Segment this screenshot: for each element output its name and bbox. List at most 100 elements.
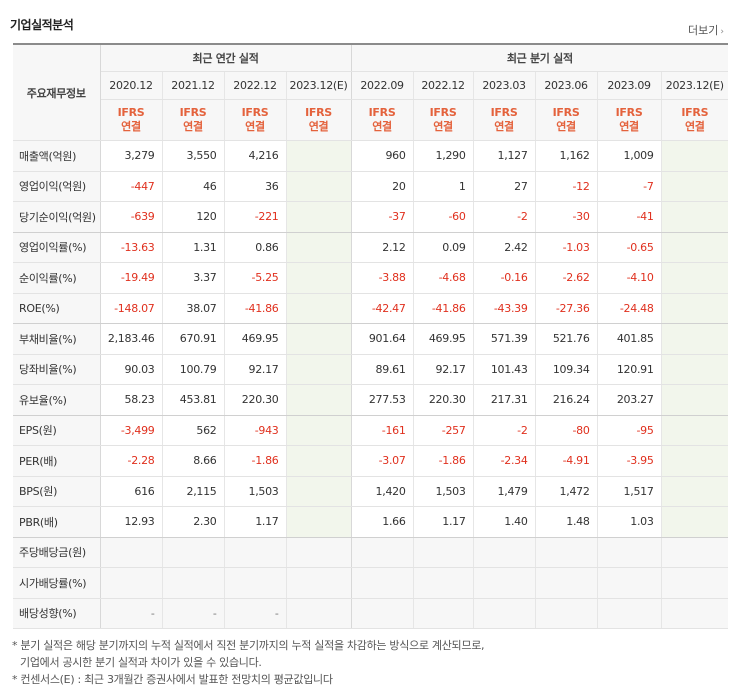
table-cell: -4.91 [534,445,598,477]
annual-group-header: 최근 연간 실적 [100,44,352,72]
table-cell: 92.17 [412,354,474,385]
table-cell: -13.63 [100,232,162,263]
table-row: 매출액(억원) 3,279 3,550 4,216 960 1,290 1,127 1,162… [13,140,729,172]
table-cell: -161 [351,415,414,446]
table-cell: 1.31 [161,232,224,263]
table-cell: -3.95 [596,445,662,477]
table-row: 순이익률(%) -19.49 3.37 -5.25 -3.88 -4.68 -0.16 -2.… [13,262,729,294]
period-header: 2022.12 [412,71,474,100]
table-cell [534,567,598,599]
period-header: 2022.09 [351,71,414,100]
table-row: 시가배당률(%) [13,567,729,599]
ifrs-badge: IFRS 연결 [660,99,729,141]
table-cell [285,171,352,202]
table-cell: -943 [223,415,286,446]
table-cell: 1,162 [534,140,598,172]
table-cell: 1,127 [472,140,536,172]
table-cell [660,476,729,507]
table-cell: 2.12 [351,232,414,263]
table-cell: 1,503 [412,476,474,507]
table-row: PER(배) -2.28 8.66 -1.86 -3.07 -1.86 -2.34 -4.91… [13,445,729,477]
table-cell [660,567,729,599]
period-header: 2023.12(E) [285,71,352,100]
table-cell: 92.17 [223,354,286,385]
table-cell [660,262,729,294]
row-label: 주당배당금(원) [13,537,101,568]
table-cell [596,567,662,599]
table-cell: -7 [596,171,662,202]
table-cell: 562 [161,415,224,446]
table-cell [351,537,414,568]
ifrs-label: IFRS [117,106,145,119]
more-link[interactable]: 더보기 › [688,22,724,38]
period-header: 2022.12 [223,71,286,100]
period-header: 2023.09 [596,71,662,100]
table-row: ROE(%) -148.07 38.07 -41.86 -42.47 -41.86 -43.… [13,293,729,324]
table-cell: -639 [100,201,162,233]
table-row: 부채비율(%) 2,183.46 670.91 469.95 901.64 469.95 5… [13,323,729,355]
table-cell: 670.91 [161,323,224,355]
table-cell: 4,216 [223,140,286,172]
table-cell: -4.68 [412,262,474,294]
period-header: 2023.12(E) [660,71,729,100]
table-cell: 216.24 [534,384,598,416]
period-header: 2020.12 [100,71,162,100]
table-cell: -0.16 [472,262,536,294]
ifrs-badge: IFRS 연결 [472,99,536,141]
table-cell: 1,009 [596,140,662,172]
table-cell [534,598,598,629]
table-cell: 453.81 [161,384,224,416]
table-cell: 89.61 [351,354,414,385]
table-cell [351,598,414,629]
row-label: 부채비율(%) [13,323,101,355]
table-cell: 101.43 [472,354,536,385]
ifrs-label: IFRS [429,106,457,119]
ifrs-badge: IFRS 연결 [351,99,414,141]
table-cell: 1,290 [412,140,474,172]
table-cell [285,598,352,629]
table-row: 당기순이익(억원) -639 120 -221 -37 -60 -2 -30 -41 [13,201,729,233]
row-label: EPS(원) [13,415,101,446]
table-cell: -41.86 [223,293,286,324]
table-cell: -41.86 [412,293,474,324]
table-cell [285,354,352,385]
row-label: 유보율(%) [13,384,101,416]
consolidated-label: 연결 [556,120,576,133]
row-label: BPS(원) [13,476,101,507]
row-label: 매출액(억원) [13,140,101,172]
ifrs-badge: IFRS 연결 [412,99,474,141]
table-cell: 58.23 [100,384,162,416]
table-cell: -12 [534,171,598,202]
consolidated-label: 연결 [121,120,141,133]
table-cell [660,140,729,172]
table-cell: -60 [412,201,474,233]
table-cell: 1,472 [534,476,598,507]
table-cell [285,476,352,507]
table-cell: -41 [596,201,662,233]
table-cell [285,567,352,599]
ifrs-badge: IFRS 연결 [534,99,598,141]
row-label: 당기순이익(억원) [13,201,101,233]
table-cell [285,415,352,446]
table-cell [223,537,286,568]
ifrs-label: IFRS [305,106,332,119]
ifrs-label: IFRS [552,106,580,119]
table-cell [285,384,352,416]
table-cell: 0.86 [223,232,286,263]
table-cell: -0.65 [596,232,662,263]
table-cell [412,598,474,629]
table-cell: -148.07 [100,293,162,324]
table-cell: 1,503 [223,476,286,507]
table-cell: 109.34 [534,354,598,385]
table-cell: 3.37 [161,262,224,294]
row-label: 순이익률(%) [13,262,101,294]
table-cell [161,537,224,568]
table-cell [660,293,729,324]
ifrs-badge: IFRS 연결 [223,99,286,141]
table-cell: -2 [472,201,536,233]
table-cell [660,384,729,416]
table-cell [351,567,414,599]
table-cell: -221 [223,201,286,233]
consolidated-label: 연결 [433,120,453,133]
table-cell: 12.93 [100,506,162,538]
